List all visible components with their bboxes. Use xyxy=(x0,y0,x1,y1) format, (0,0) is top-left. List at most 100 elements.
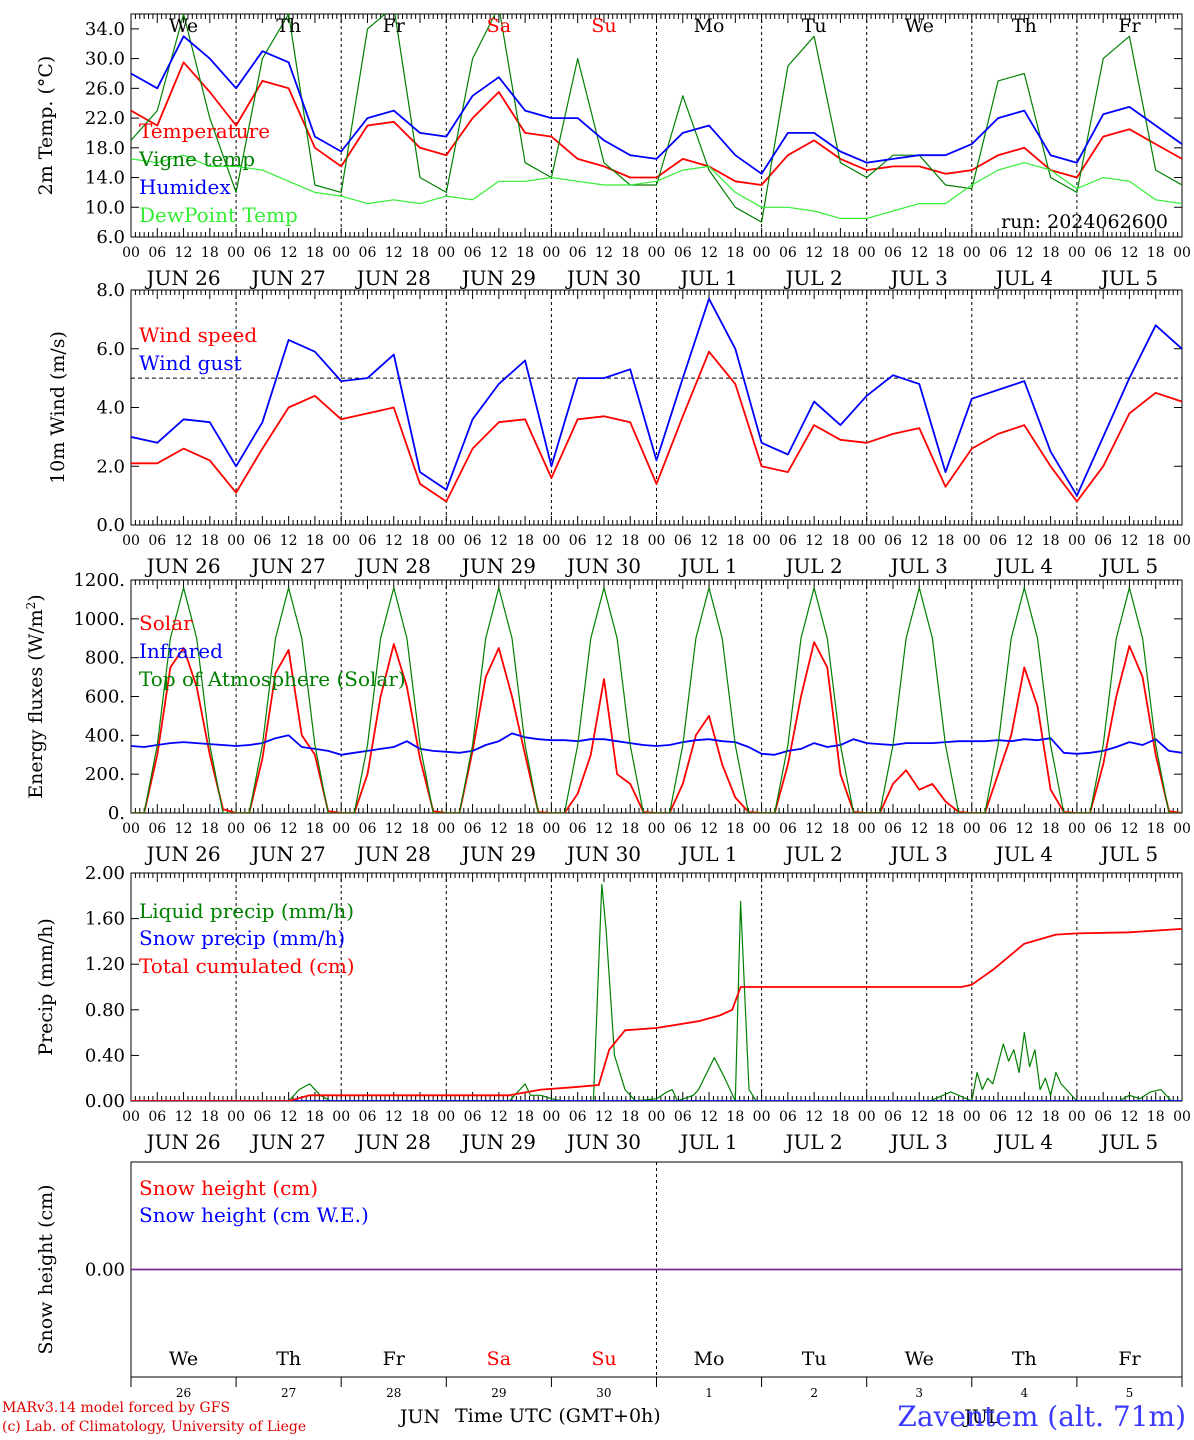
date-label: JUN 26 xyxy=(144,1130,220,1154)
hour-tick-label: 18 xyxy=(1147,245,1165,261)
hour-tick-label: 18 xyxy=(1042,245,1060,261)
hour-tick-label: 06 xyxy=(1094,1109,1112,1125)
day-name-label: Tu xyxy=(802,1348,827,1370)
hour-tick-label: 12 xyxy=(595,1109,613,1125)
hour-tick-label: 12 xyxy=(1015,245,1033,261)
hour-tick-label: 06 xyxy=(359,1109,377,1125)
date-label: JUN 27 xyxy=(250,1130,326,1154)
y-tick-label: 0. xyxy=(108,803,125,824)
hour-tick-label: 18 xyxy=(1147,1109,1165,1125)
day-number-label: 27 xyxy=(281,1386,296,1400)
date-label: JUL 1 xyxy=(678,266,737,290)
panel-1 xyxy=(130,13,1183,238)
hour-tick-label: 06 xyxy=(569,1109,587,1125)
hour-tick-label: 06 xyxy=(989,533,1007,549)
hour-tick-label: 00 xyxy=(1173,245,1191,261)
hour-tick-label: 06 xyxy=(779,821,797,837)
date-label: JUL 2 xyxy=(784,1130,843,1154)
hour-tick-label: 06 xyxy=(253,1109,271,1125)
day-name-label: We xyxy=(169,15,198,37)
hour-tick-label: 00 xyxy=(437,533,455,549)
hour-tick-label: 00 xyxy=(227,245,245,261)
y-tick-label: 8.0 xyxy=(96,280,125,301)
day-number-label: 4 xyxy=(1021,1386,1029,1400)
hour-tick-label: 00 xyxy=(122,1109,140,1125)
hour-tick-label: 18 xyxy=(832,533,850,549)
credit-line-model: MARv3.14 model forced by GFS xyxy=(2,1400,231,1416)
hour-tick-label: 06 xyxy=(1094,821,1112,837)
hour-tick-label: 00 xyxy=(542,245,560,261)
y-tick-label: 0.0 xyxy=(96,515,125,536)
hour-tick-label: 06 xyxy=(989,245,1007,261)
date-label: JUN 26 xyxy=(144,554,220,578)
hour-tick-label: 12 xyxy=(1121,533,1139,549)
credit-line-lab: (c) Lab. of Climatology, University of L… xyxy=(2,1419,307,1435)
y-tick-label: 2.00 xyxy=(85,863,125,884)
y-tick-label: 22.0 xyxy=(85,108,125,129)
legend-entry: Wind gust xyxy=(139,351,242,375)
legend-entry: Total cumulated (cm) xyxy=(139,954,355,978)
date-label: JUN 29 xyxy=(460,842,536,866)
hour-tick-label: 18 xyxy=(516,1109,534,1125)
hour-tick-label: 18 xyxy=(1147,821,1165,837)
hour-tick-label: 06 xyxy=(148,821,166,837)
day-number-label: 1 xyxy=(705,1386,713,1400)
date-label: JUN 29 xyxy=(460,266,536,290)
hour-tick-label: 18 xyxy=(306,533,324,549)
legend-entry: Humidex xyxy=(139,175,231,199)
hour-tick-label: 12 xyxy=(175,821,193,837)
y-tick-label: 10.0 xyxy=(85,197,125,218)
date-label: JUL 5 xyxy=(1099,842,1158,866)
series-line-vigne-temp xyxy=(131,14,1182,223)
hour-tick-label: 06 xyxy=(464,245,482,261)
hour-tick-label: 12 xyxy=(280,533,298,549)
hour-tick-label: 18 xyxy=(621,821,639,837)
day-name-label: We xyxy=(905,15,934,37)
legend-entry: Snow height (cm W.E.) xyxy=(139,1203,369,1227)
hour-tick-label: 06 xyxy=(148,533,166,549)
hour-tick-label: 00 xyxy=(1173,1109,1191,1125)
hour-tick-label: 06 xyxy=(674,245,692,261)
hour-tick-label: 12 xyxy=(700,821,718,837)
day-number-label: 28 xyxy=(386,1386,401,1400)
hour-tick-label: 18 xyxy=(621,245,639,261)
hour-tick-label: 18 xyxy=(832,245,850,261)
hour-tick-label: 18 xyxy=(411,245,429,261)
legend-entry: Infrared xyxy=(139,639,223,663)
hour-tick-label: 18 xyxy=(516,245,534,261)
hour-tick-label: 06 xyxy=(674,1109,692,1125)
hour-tick-label: 06 xyxy=(569,245,587,261)
hour-tick-label: 06 xyxy=(1094,245,1112,261)
hour-tick-label: 00 xyxy=(858,1109,876,1125)
hour-tick-label: 12 xyxy=(910,245,928,261)
hour-tick-label: 00 xyxy=(332,1109,350,1125)
hour-tick-label: 18 xyxy=(726,1109,744,1125)
date-label: JUL 4 xyxy=(994,266,1053,290)
legend-entry: Snow height (cm) xyxy=(139,1176,318,1200)
hour-tick-label: 00 xyxy=(858,821,876,837)
hour-tick-label: 00 xyxy=(648,533,666,549)
y-tick-label: 600. xyxy=(85,687,125,708)
hour-tick-label: 00 xyxy=(1068,245,1086,261)
panel-5 xyxy=(130,1161,1183,1387)
series-line-humidex xyxy=(131,35,1182,175)
hour-tick-label: 06 xyxy=(779,245,797,261)
y-tick-label: 18.0 xyxy=(85,138,125,159)
day-name-label: We xyxy=(169,1348,198,1370)
date-label: JUL 3 xyxy=(889,266,948,290)
hour-tick-label: 00 xyxy=(332,245,350,261)
date-label: JUL 3 xyxy=(889,842,948,866)
hour-tick-label: 06 xyxy=(779,1109,797,1125)
hour-tick-label: 12 xyxy=(1015,1109,1033,1125)
hour-tick-label: 18 xyxy=(1042,821,1060,837)
date-label: JUL 5 xyxy=(1099,554,1158,578)
hour-tick-label: 12 xyxy=(385,1109,403,1125)
day-name-label: Th xyxy=(1012,1348,1037,1370)
hour-tick-label: 12 xyxy=(1015,533,1033,549)
day-name-label: Mo xyxy=(694,15,725,37)
date-label: JUL 3 xyxy=(889,554,948,578)
hour-tick-label: 00 xyxy=(542,533,560,549)
hour-tick-label: 06 xyxy=(884,245,902,261)
hour-tick-label: 18 xyxy=(937,245,955,261)
hour-tick-label: 18 xyxy=(1042,1109,1060,1125)
